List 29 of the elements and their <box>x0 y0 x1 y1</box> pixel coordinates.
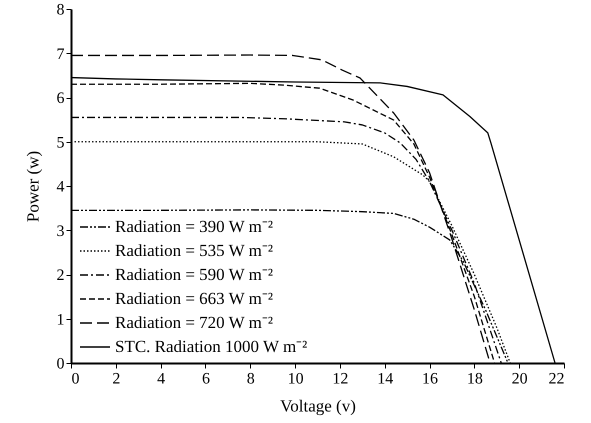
legend-label: STC. Radiation 1000 W m⁻² <box>115 337 308 356</box>
x-tick-label: 6 <box>202 370 210 388</box>
x-tick-label: 22 <box>548 370 564 388</box>
x-tick-label: 18 <box>466 370 483 388</box>
y-tick-label: 0 <box>56 356 64 372</box>
x-tick-label: 16 <box>422 370 438 388</box>
y-tick-label: 5 <box>56 134 64 152</box>
x-tick-label: 20 <box>512 370 528 388</box>
x-tick-label: 2 <box>112 370 120 388</box>
legend-label: Radiation = 390 W m⁻² <box>115 217 273 236</box>
y-tick-label: 6 <box>56 90 64 107</box>
x-tick-label: 10 <box>288 370 304 388</box>
y-tick-label: 8 <box>56 2 64 18</box>
legend-label: Radiation = 590 W m⁻² <box>115 265 273 284</box>
legend-label: Radiation = 720 W m⁻² <box>115 313 273 332</box>
legend-label: Radiation = 663 W m⁻² <box>115 289 273 308</box>
x-tick-label: 4 <box>157 370 166 388</box>
x-tick-label: 12 <box>332 370 348 388</box>
x-tick-label: 8 <box>246 370 255 388</box>
y-tick-label: 3 <box>56 222 64 240</box>
y-tick-label: 2 <box>56 267 64 284</box>
x-axis-title: Voltage (v) <box>280 396 356 416</box>
y-tick-label: 1 <box>56 311 64 328</box>
y-tick-label: 4 <box>56 178 64 196</box>
x-tick-label: 0 <box>72 370 80 388</box>
y-tick-label: 7 <box>56 46 64 63</box>
x-tick-label: 14 <box>377 370 394 388</box>
legend-label: Radiation = 535 W m⁻² <box>115 241 273 260</box>
y-axis-title: Power (w) <box>24 150 42 222</box>
